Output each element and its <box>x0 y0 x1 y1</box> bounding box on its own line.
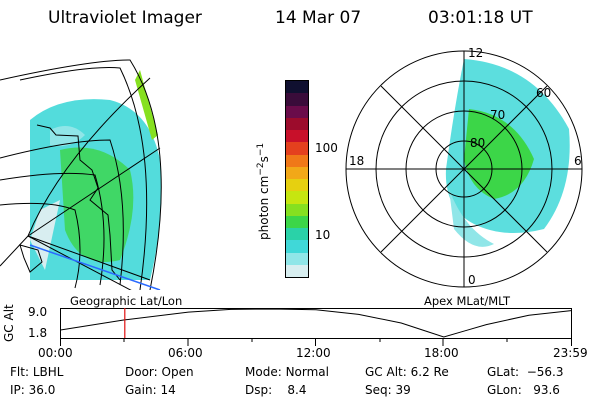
info-filter: Flt: LBHL <box>10 365 64 379</box>
info-glat: GLat: −56.3 <box>487 365 564 379</box>
info-gc-alt: GC Alt: 6.2 Re <box>365 365 449 379</box>
info-ip: IP: 36.0 <box>10 383 56 397</box>
mlat-label-70: 70 <box>490 108 505 122</box>
mlat-label-80: 80 <box>470 136 485 150</box>
plot-xtick-1800: 18:00 <box>424 346 459 360</box>
info-door: Door: Open <box>125 365 194 379</box>
intensity-colorbar <box>285 80 309 278</box>
instrument-title: Ultraviolet Imager <box>48 8 202 28</box>
mlat-label-60: 60 <box>536 86 551 100</box>
plot-ytick-1-8: 1.8 <box>28 326 48 340</box>
geographic-map <box>0 59 162 290</box>
plot-xtick-0000: 00:00 <box>38 346 73 360</box>
mlt-label-0: 0 <box>468 273 476 287</box>
info-dsp: Dsp: 8.4 <box>245 383 307 397</box>
info-mode: Mode: Normal <box>245 365 329 379</box>
colorbar-tick-100: 100 <box>315 141 338 155</box>
mlt-label-6: 6 <box>574 154 582 168</box>
info-seq: Seq: 39 <box>365 383 411 397</box>
altitude-plot <box>60 308 572 346</box>
info-gain: Gain: 14 <box>125 383 176 397</box>
mlt-label-12: 12 <box>468 46 483 60</box>
plot-xtick-2359: 23:59 <box>553 346 588 360</box>
plot-xtick-0600: 06:00 <box>168 346 203 360</box>
colorbar-unit-label: photon cm−2s−1 <box>256 142 271 240</box>
magnetic-map-label: Apex MLat/MLT <box>424 294 511 308</box>
magnetic-polar-map: 12 18 6 0 60 70 80 <box>345 46 583 288</box>
altitude-curve <box>60 308 572 338</box>
geographic-map-label: Geographic Lat/Lon <box>70 294 183 308</box>
plot-ytick-9: 9.0 <box>28 305 48 319</box>
observation-time: 03:01:18 UT <box>428 8 533 28</box>
info-glon: GLon: 93.6 <box>487 383 560 397</box>
mlt-label-18: 18 <box>349 154 364 168</box>
colorbar-tick-10: 10 <box>315 228 331 242</box>
observation-date: 14 Mar 07 <box>275 8 362 28</box>
plot-ylabel: GC Alt <box>2 304 16 342</box>
plot-xtick-1200: 12:00 <box>296 346 331 360</box>
